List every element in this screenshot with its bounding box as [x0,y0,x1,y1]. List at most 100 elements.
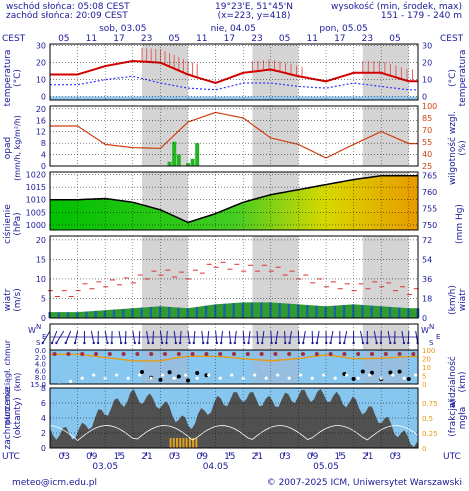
wind-bar [202,305,206,318]
wind-arrow-head [174,341,178,345]
cloud-top-dot [232,352,236,356]
low-cloud-dot [92,373,96,377]
compass-n-right: N [429,323,434,331]
wind-bar [287,303,291,318]
pressure-tick: 1015 [26,183,46,192]
cloud-unit-right: mgła [458,407,468,430]
low-cloud-dot [126,376,130,380]
bottom-hour-label: 03 [390,452,401,462]
fog-tick: 0 [422,445,426,453]
low-cloud-dot [207,373,211,377]
pressure-area [50,175,418,230]
wind-bar [211,304,215,318]
wind-bar [409,308,413,318]
temp-tick-right: 10 [422,76,432,85]
cloud-base-dot [397,369,402,374]
wind-bar [149,306,153,318]
cloud-top-dot [259,352,264,356]
compass-e-left: E [42,333,46,341]
wind-bar [317,305,321,318]
wind-bar [163,306,167,318]
wind-bar [89,311,93,318]
low-cloud-dot [80,376,84,380]
wind-bar [145,307,148,318]
wind-tick: 20 [36,236,46,245]
wind-bar [152,306,155,318]
wind-bar [55,312,59,318]
low-cloud-dot [264,376,268,380]
wind-bar [83,311,86,318]
wind-bar [303,304,307,318]
bottom-date-labels: 03.05 04.05 05.05 [92,462,339,472]
temp-unit: (°C) [13,69,23,87]
cloud-base-dot [406,376,411,381]
visibility-tick: 0 [422,381,426,389]
tz-left-label: CEST [2,34,26,44]
low-cloud-dot [195,376,199,380]
cloud-top-dot [342,352,347,356]
wind-bar [126,308,130,318]
cloud-top-dot [328,352,333,356]
wind-bar [356,304,360,318]
humidity-tick: 70 [422,126,432,135]
night-band [252,106,299,166]
bottom-hour-label: 15 [334,452,345,462]
precip-tick: 16 [36,116,46,125]
sunset-text: zachód słońca: 20:09 CEST [6,10,128,21]
email-link[interactable]: meteo@icm.edu.pl [12,478,97,488]
low-cloud-dot [345,373,349,377]
cloud-ylabel: zachmurzenie [3,386,13,450]
wind-bar [237,302,240,318]
bottom-hour-label: 21 [141,452,152,462]
wind-bar [50,312,54,318]
wind-bar [53,312,56,318]
top-day-label: sob, 03.05 [99,24,146,34]
wind-bar [161,306,164,318]
wind-arrow-head [233,341,237,345]
low-cloud-dot [379,376,383,380]
top-hour-label: 11 [86,34,97,44]
wind-arrow-head [315,341,319,345]
temp-tick-right: 30 [422,42,432,51]
wind-bar [133,308,137,318]
wind-arrow-head [338,341,342,345]
wind-bar [60,312,63,318]
wind-bar [269,302,273,318]
wind-bar [414,308,417,318]
wind-bar [306,304,309,318]
dewpoint-line [50,75,418,91]
wind-bar [234,302,238,318]
vis-unit: (km) [13,373,22,392]
wind-bar [223,303,227,318]
wind-bar [142,307,146,318]
low-cloud-dot [57,382,61,387]
top-hour-label: 05 [168,34,179,44]
pressure-tick-right: 750 [422,221,437,230]
wind-tick-right: 0 [422,314,427,323]
precip-tick: 4 [41,151,46,160]
cloud-ylabel-right: (frakcja) [448,399,458,437]
vis-ylabel: pion. rozciągł. chmur [3,339,12,424]
pressure-tick-right: 755 [422,204,437,213]
wind-bar [172,307,176,318]
wind-bar [227,303,231,318]
wind-arrow-head [243,341,246,345]
cloud-top-dot [80,352,85,356]
humidity-tick: 55 [422,138,432,147]
wind-bar [347,304,351,318]
wind-arrow-head [366,341,369,345]
wind-bar [207,305,210,318]
wind-arrow-head [402,341,406,345]
pressure-unit: (hPa) [13,212,23,235]
precip-bar [190,158,195,166]
fog-tick: 0.75 [422,400,438,408]
wind-arrow-head [201,341,205,345]
panel-frame [49,349,419,385]
wind-bar [158,306,162,318]
precip-ylabel: opad [3,137,13,159]
wind-bar [400,307,404,318]
wind-bar [117,309,121,318]
wind-bar [336,305,339,318]
wind-bar [411,308,415,318]
wind-arrow-head [206,341,209,345]
